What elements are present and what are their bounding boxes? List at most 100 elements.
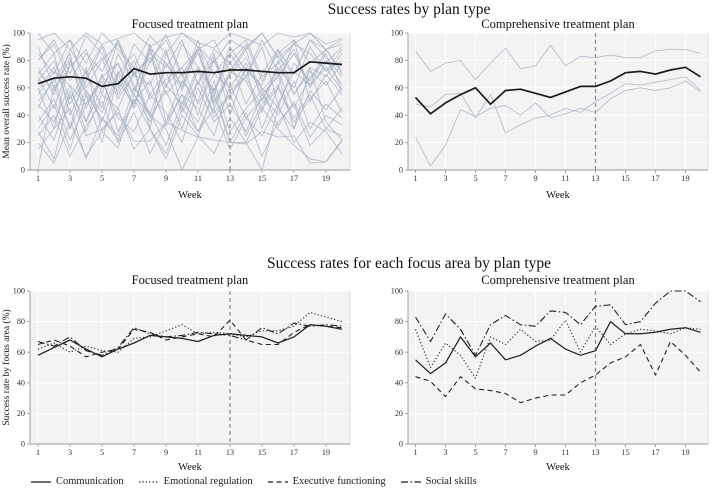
x-tick-label: 15 [621,174,629,183]
x-axis-label: Week [178,190,202,201]
panel-title: Focused treatment plan [132,18,249,31]
x-tick-label: 19 [681,174,689,183]
x-tick-label: 19 [322,448,330,457]
section-title-focus-area: Success rates for each focus area by pla… [266,255,552,272]
y-tick-label: 0 [399,166,403,175]
x-tick-label: 11 [562,174,570,183]
series-line-individual-19 [37,39,343,91]
x-tick-label: 17 [290,174,298,183]
x-tick-label: 3 [68,174,72,183]
x-tick-label: 15 [621,448,629,457]
x-tick-label: 15 [258,448,266,457]
x-tick-label: 19 [681,448,689,457]
series-line-individual-7 [37,80,343,150]
x-tick-label: 7 [503,174,507,183]
legend-item-emotional-regulation: Emotional regulation [138,476,253,487]
series-line-individual-22 [37,43,343,109]
y-tick-label: 80 [17,317,25,326]
legend-label: Communication [56,476,124,487]
y-tick-label: 80 [17,56,25,65]
x-tick-label: 1 [36,448,40,457]
y-tick-label: 0 [21,440,25,449]
series-line-communication [415,320,701,375]
x-tick-label: 13 [226,448,234,457]
y-tick-label: 60 [395,83,403,92]
x-tick-label: 5 [100,174,104,183]
dashed-line-icon [267,480,288,483]
y-tick-label: 40 [17,111,25,120]
series-line-executive-functioning [37,319,343,358]
series-line-individual-2 [415,76,701,134]
series-line-individual-20 [37,94,343,160]
plot-background [29,290,351,445]
y-tick-label: 60 [395,348,403,357]
series-line-individual-8 [37,39,343,89]
x-axis-label: Week [546,462,570,473]
x-tick-label: 1 [36,174,40,183]
y-tick-label: 40 [395,111,403,120]
series-line-social-skills [415,290,701,356]
x-tick-label: 5 [473,174,477,183]
series-line-individual-21 [37,48,343,109]
x-tick-label: 13 [591,448,599,457]
x-axis-label: Week [546,190,570,201]
y-tick-label: 0 [21,166,25,175]
y-tick-label: 100 [391,29,403,38]
solid-line-icon [31,480,51,483]
x-tick-label: 17 [651,174,659,183]
series-line-individual-3 [415,80,701,167]
legend: Communication Emotional regulation Execu… [30,476,477,487]
x-tick-label: 11 [562,448,570,457]
y-tick-label: 100 [13,287,25,296]
y-tick-label: 100 [13,29,25,38]
x-tick-label: 9 [533,448,537,457]
y-tick-label: 20 [395,138,403,147]
legend-item-social-skills: Social skills [400,476,477,487]
x-tick-label: 5 [100,448,104,457]
x-tick-label: 5 [473,448,477,457]
y-tick-label: 40 [395,378,403,387]
y-tick-label: 80 [395,56,403,65]
panel-title: Focused treatment plan [132,273,249,287]
y-axis-label: Success rate by focus area (%) [1,309,12,425]
x-tick-label: 7 [503,448,507,457]
panel-title: Comprehensive treatment plan [481,18,635,31]
y-axis-label: Mean overall success rate (%) [1,44,12,158]
series-line-individual-23 [37,70,343,137]
x-tick-label: 19 [322,174,330,183]
y-tick-label: 60 [17,83,25,92]
plot-background [407,32,709,171]
series-line-individual-9 [37,73,343,141]
legend-item-executive-functioning: Executive functioning [267,476,386,487]
section-title-overall: Success rates by plan type [327,1,491,18]
x-tick-label: 9 [533,174,537,183]
x-tick-label: 13 [591,174,599,183]
x-tick-label: 17 [651,448,659,457]
y-tick-label: 20 [17,409,25,418]
x-tick-label: 7 [132,174,136,183]
legend-label: Executive functioning [292,476,386,487]
x-tick-label: 3 [443,174,447,183]
x-tick-label: 17 [290,448,298,457]
series-line-individual-1 [37,32,343,50]
series-line-emotional-regulation [414,319,701,379]
x-tick-label: 3 [443,448,447,457]
series-line-emotional-regulation [37,311,343,353]
legend-item-communication: Communication [30,476,124,487]
legend-label: Emotional regulation [163,476,253,487]
y-tick-label: 60 [17,348,25,357]
x-tick-label: 11 [194,448,202,457]
y-tick-label: 20 [395,409,403,418]
series-line-individual-25 [37,94,343,164]
series-line-individual-6 [37,46,343,123]
x-tick-label: 11 [194,174,202,183]
x-tick-label: 13 [226,174,234,183]
x-tick-label: 3 [68,448,72,457]
series-line-communication [37,324,343,358]
series-line-individual-18 [37,48,343,123]
